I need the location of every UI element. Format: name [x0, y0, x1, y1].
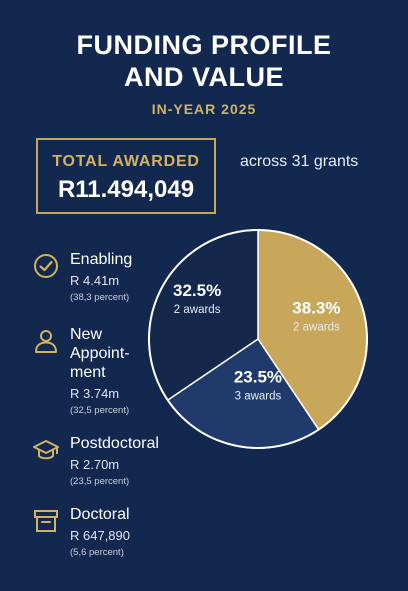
category-amount: R 4.41m [70, 273, 120, 288]
category-percent: (23,5 percent) [70, 476, 130, 487]
total-awarded-box: TOTAL AWARDED R11.494,049 [36, 138, 216, 214]
category-amount: R 3.74m [70, 386, 120, 401]
category-percent: (38,3 percent) [70, 292, 130, 303]
archive-box-icon [32, 507, 60, 535]
total-value: R11.494,049 [57, 176, 195, 203]
category-name: New Appoint-ment [70, 326, 130, 381]
slice-percent-label: 32.5% [173, 281, 221, 300]
pie-outline [148, 229, 368, 449]
grants-count-note: across 31 grants [240, 153, 359, 170]
check-circle-icon [32, 252, 60, 280]
category-name: Postdoctoral [70, 435, 159, 452]
slice-percent-label: 38.3% [292, 298, 340, 317]
graduation-cap-icon [32, 436, 60, 464]
slice-awards-label: 2 awards [174, 304, 221, 316]
category-percent: (32,5 percent) [70, 405, 130, 416]
category-amount: R 647,890 [70, 528, 130, 543]
category-percent: (5,6 percent) [70, 547, 124, 558]
category-name: Enabling [70, 251, 133, 268]
title-line-2: AND VALUE [123, 62, 284, 92]
category-name: Doctoral [70, 506, 130, 523]
subtitle: IN-YEAR 2025 [151, 101, 257, 117]
category-amount: R 2.70m [70, 457, 120, 472]
slice-percent-label: 23.5% [234, 367, 282, 386]
slice-awards-label: 2 awards [293, 321, 340, 333]
title-line-1: FUNDING PROFILE [76, 30, 332, 60]
person-icon [32, 327, 60, 355]
slice-awards-label: 3 awards [235, 390, 282, 402]
total-label: TOTAL AWARDED [52, 153, 200, 170]
